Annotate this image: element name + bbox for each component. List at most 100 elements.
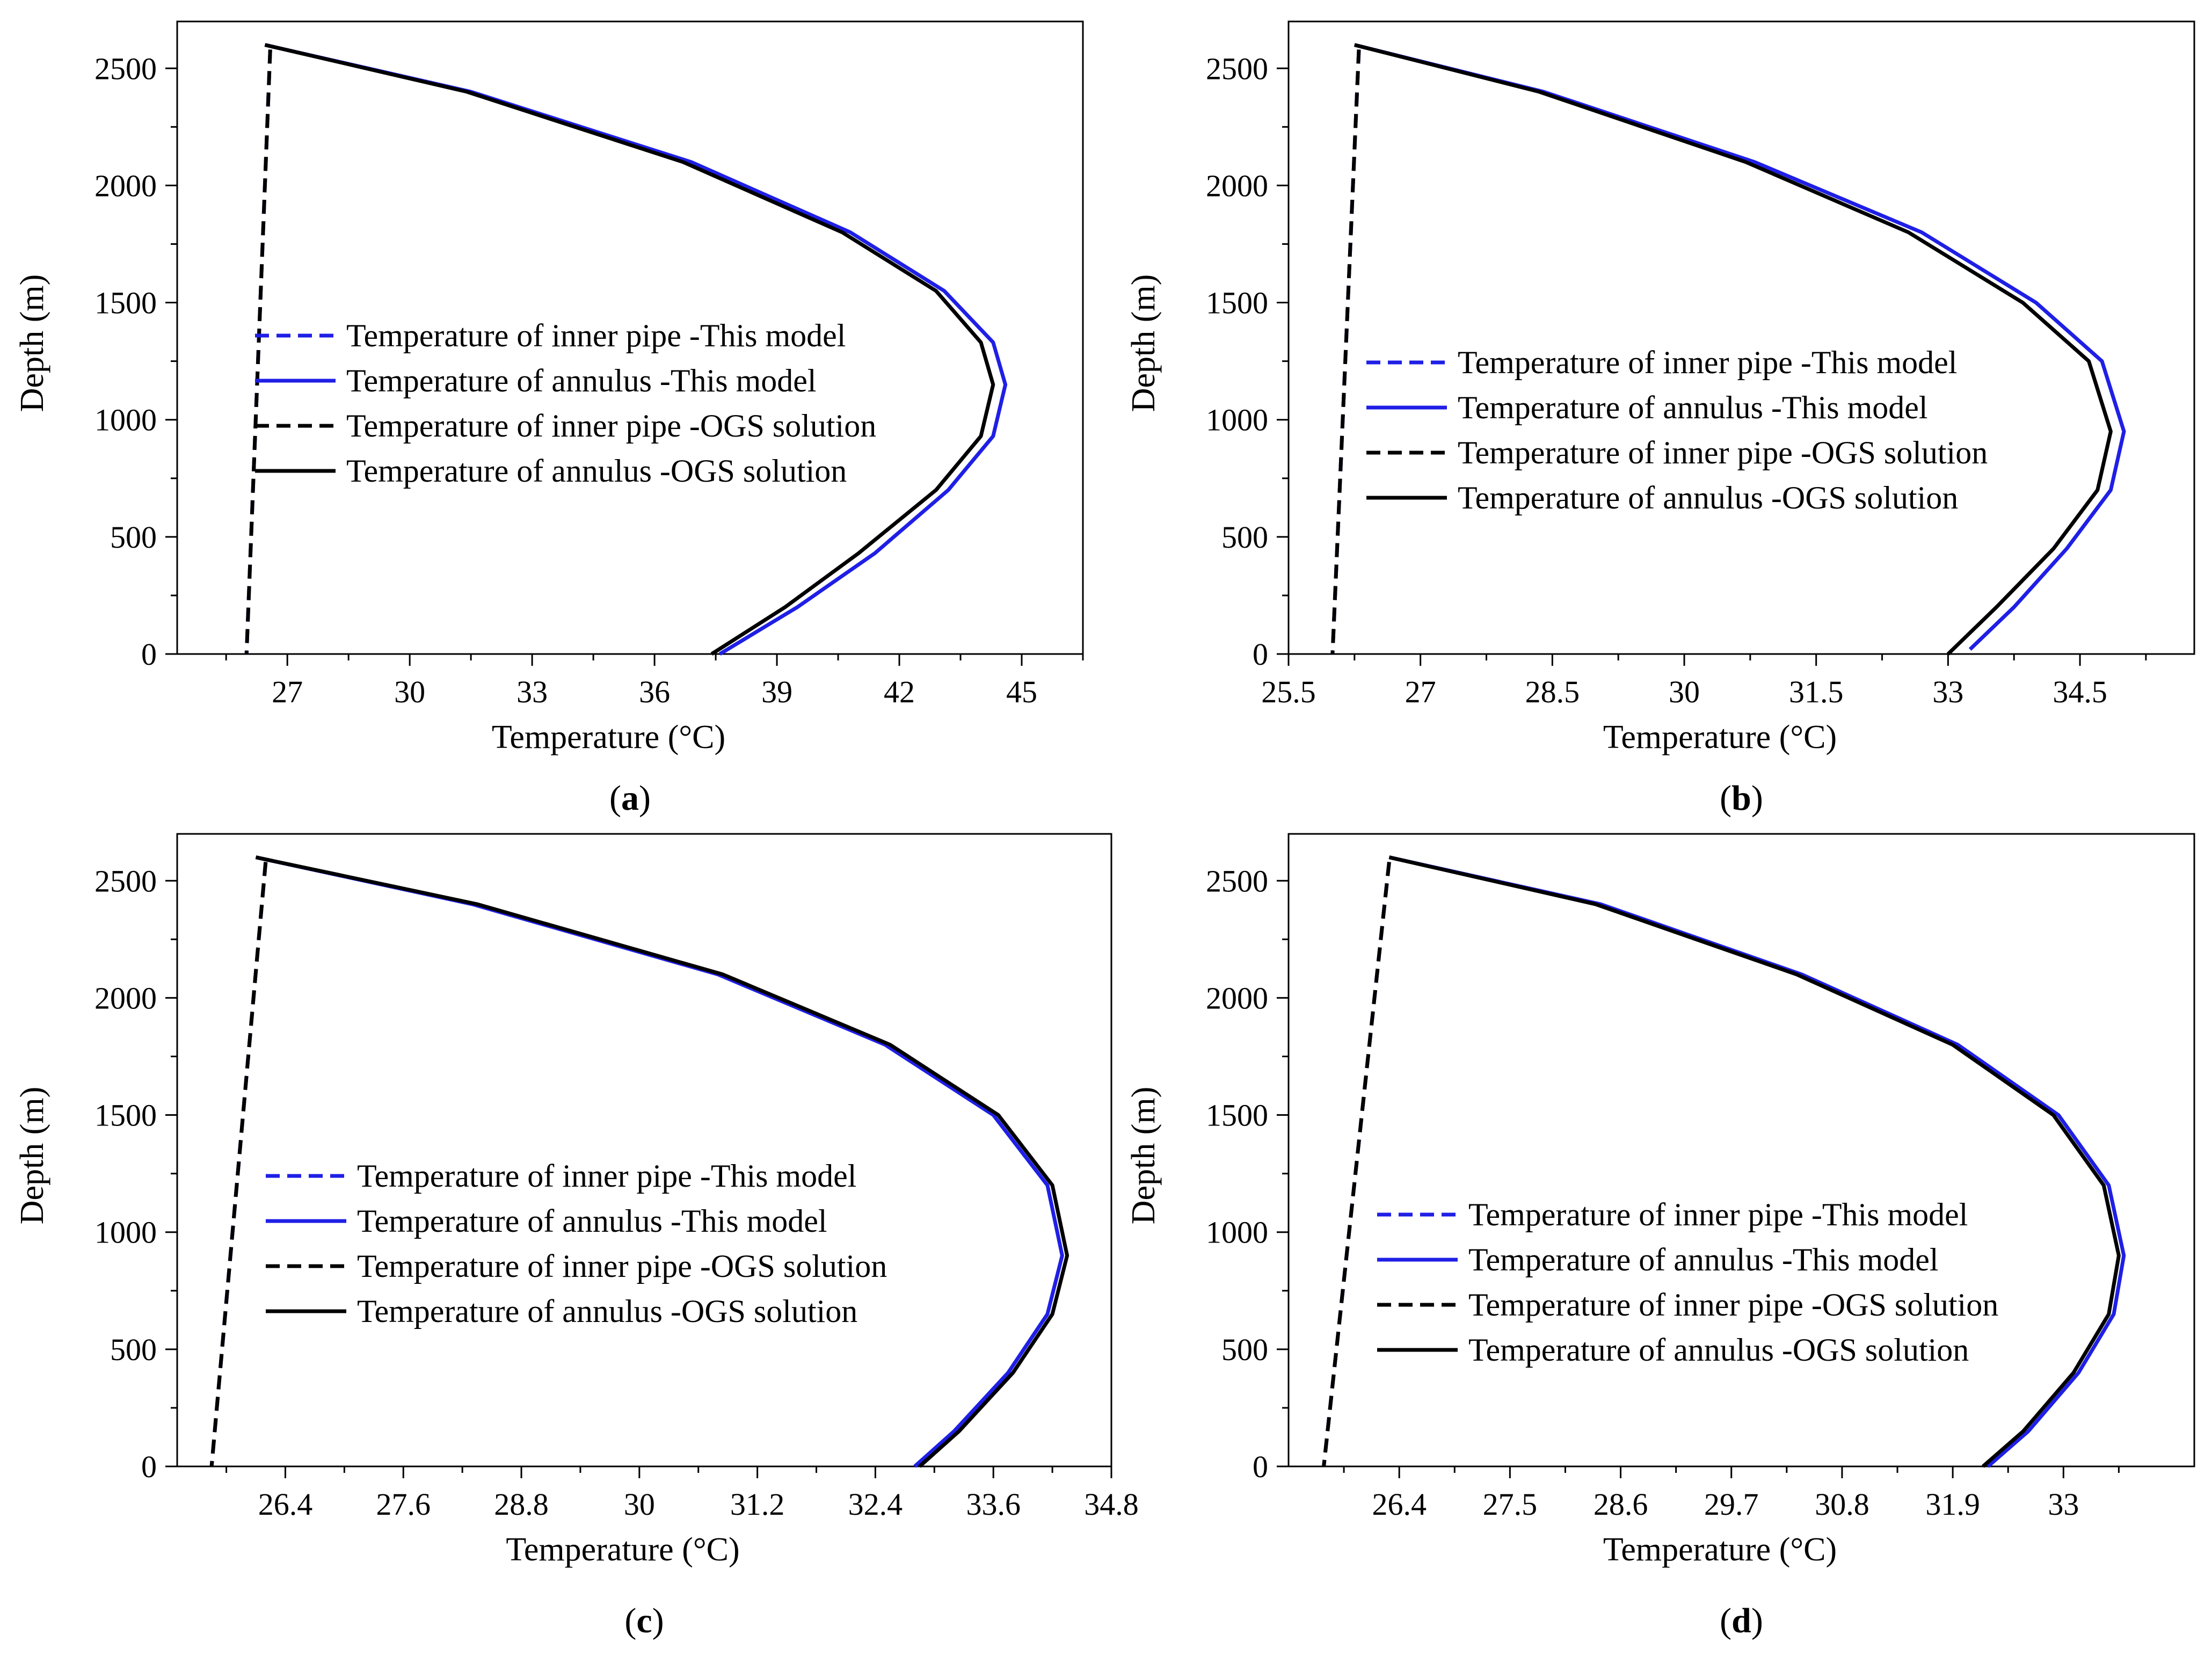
y-tick-label: 0 (141, 1449, 157, 1484)
series-line-3 (244, 49, 272, 655)
chart-panel-c: 26.4 27.6 28.8 30 31.2 32.4 33.6 34.8 0 500 1000 15… (14, 833, 1139, 1640)
x-axis-title: Temperature (°C) (492, 719, 725, 755)
y-axis-title: Depth (m) (1125, 274, 1162, 412)
x-tick-label: 25.5 (1261, 674, 1316, 709)
x-tick-label: 45 (1006, 674, 1037, 709)
legend: Temperature of inner pipe -This model Tem… (1377, 1197, 1998, 1368)
series-line-3 (209, 862, 268, 1467)
x-tick-label: 26.4 (258, 1487, 313, 1522)
legend-label: Temperature of inner pipe -This model (346, 318, 846, 353)
series-line-4 (255, 855, 1069, 1468)
plot-frame (176, 20, 1084, 655)
y-tick-label: 2500 (1206, 51, 1268, 86)
x-tick-label: 32.4 (848, 1487, 903, 1522)
series-line-2 (1388, 855, 2126, 1468)
chart-panel-b: 25.5 27 28.5 30 31.5 33 34.5 0 500 1000 1500 2000 25… (1125, 20, 2195, 818)
x-tick-label: 30 (394, 674, 425, 709)
x-tick-label: 33 (516, 674, 548, 709)
y-tick-label: 1000 (94, 403, 157, 438)
series-line-4 (264, 43, 995, 656)
x-tick-label: 31.5 (1789, 674, 1844, 709)
x-axis-title: Temperature (°C) (506, 1531, 739, 1568)
legend-label: Temperature of inner pipe -OGS solution (1468, 1287, 1998, 1323)
x-tick-label: 26.4 (1372, 1487, 1427, 1522)
y-tick-label: 2500 (94, 863, 157, 898)
x-tick-label: 39 (761, 674, 792, 709)
legend: Temperature of inner pipe -This model Tem… (266, 1158, 887, 1329)
x-tick-label: 42 (884, 674, 915, 709)
plot-frame (1287, 833, 2195, 1467)
y-tick-label: 1000 (94, 1215, 157, 1250)
x-tick-label: 33 (1932, 674, 1963, 709)
legend-label: Temperature of inner pipe -OGS solution (357, 1248, 887, 1284)
y-tick-label: 500 (1221, 520, 1268, 555)
legend: Temperature of inner pipe -This model Tem… (255, 318, 876, 489)
y-tick-label: 500 (110, 520, 157, 555)
x-tick-label: 34.5 (2053, 674, 2107, 709)
chart-panel-d: 26.4 27.5 28.6 29.7 30.8 31.9 33 0 500 1000 1500 20… (1125, 833, 2195, 1640)
x-tick-label: 33.6 (966, 1487, 1021, 1522)
y-tick-label: 1500 (1206, 1098, 1268, 1133)
x-tick-label: 31.2 (730, 1487, 785, 1522)
series-line-3 (1322, 862, 1391, 1467)
series-line-2 (264, 43, 1008, 656)
legend-label: Temperature of inner pipe -OGS solution (1458, 435, 1988, 470)
panel-label: (d) (1720, 1601, 1763, 1640)
y-axis-title: Depth (m) (1125, 1087, 1162, 1225)
y-tick-label: 0 (1253, 1449, 1268, 1484)
legend-label: Temperature of annulus -OGS solution (1468, 1332, 1969, 1368)
y-tick-label: 2000 (1206, 168, 1268, 203)
plot-frame (176, 833, 1112, 1467)
y-tick-label: 2000 (94, 980, 157, 1015)
x-tick-label: 27 (272, 674, 303, 709)
y-axis-title: Depth (m) (14, 274, 50, 412)
x-tick-label: 29.7 (1704, 1487, 1759, 1522)
x-tick-label: 27.5 (1483, 1487, 1538, 1522)
legend-label: Temperature of annulus -This model (1458, 390, 1928, 425)
y-tick-label: 0 (1253, 637, 1268, 672)
x-tick-label: 34.8 (1084, 1487, 1139, 1522)
x-tick-label: 30 (624, 1487, 655, 1522)
x-tick-label: 30.8 (1815, 1487, 1869, 1522)
x-tick-label: 27.6 (376, 1487, 431, 1522)
x-tick-label: 36 (639, 674, 670, 709)
y-tick-label: 1000 (1206, 1215, 1268, 1250)
legend-label: Temperature of annulus -This model (346, 363, 817, 398)
legend: Temperature of inner pipe -This model Tem… (1366, 345, 1988, 515)
series-line-3 (1330, 49, 1361, 655)
legend-label: Temperature of inner pipe -This model (1458, 345, 1957, 380)
y-tick-label: 2500 (1206, 863, 1268, 898)
x-tick-label: 31.9 (1925, 1487, 1980, 1522)
legend-label: Temperature of annulus -This model (357, 1203, 827, 1239)
x-axis-title: Temperature (°C) (1603, 719, 1837, 755)
legend-label: Temperature of annulus -OGS solution (357, 1294, 857, 1329)
legend-label: Temperature of annulus -OGS solution (346, 453, 847, 489)
y-tick-label: 1500 (94, 1098, 157, 1133)
panel-label: (a) (609, 779, 651, 818)
legend-label: Temperature of annulus -This model (1468, 1242, 1939, 1277)
x-tick-label: 28.8 (494, 1487, 549, 1522)
legend-label: Temperature of inner pipe -This model (357, 1158, 856, 1194)
plot-frame (1287, 20, 2195, 655)
series-line-4 (1354, 43, 2113, 656)
chart-panel-a: 27 30 33 36 39 42 45 0 500 1000 1500 2000 2500 Temper… (14, 20, 1084, 818)
x-tick-label: 33 (2048, 1487, 2079, 1522)
legend-label: Temperature of inner pipe -OGS solution (346, 408, 876, 444)
series-line-2 (1354, 43, 2126, 651)
x-tick-label: 28.5 (1525, 674, 1580, 709)
x-tick-label: 30 (1669, 674, 1700, 709)
x-tick-label: 28.6 (1593, 1487, 1648, 1522)
y-axis-title: Depth (m) (14, 1087, 50, 1225)
x-tick-label: 27 (1405, 674, 1436, 709)
y-tick-label: 500 (110, 1332, 157, 1367)
legend-label: Temperature of inner pipe -This model (1468, 1197, 1968, 1232)
panel-label: (c) (624, 1601, 664, 1640)
y-tick-label: 500 (1221, 1332, 1268, 1367)
y-tick-label: 2000 (1206, 980, 1268, 1015)
legend-label: Temperature of annulus -OGS solution (1458, 480, 1958, 515)
y-tick-label: 1500 (94, 286, 157, 321)
x-axis-title: Temperature (°C) (1603, 1531, 1837, 1568)
panel-label: (b) (1720, 779, 1763, 818)
y-tick-label: 1500 (1206, 286, 1268, 321)
